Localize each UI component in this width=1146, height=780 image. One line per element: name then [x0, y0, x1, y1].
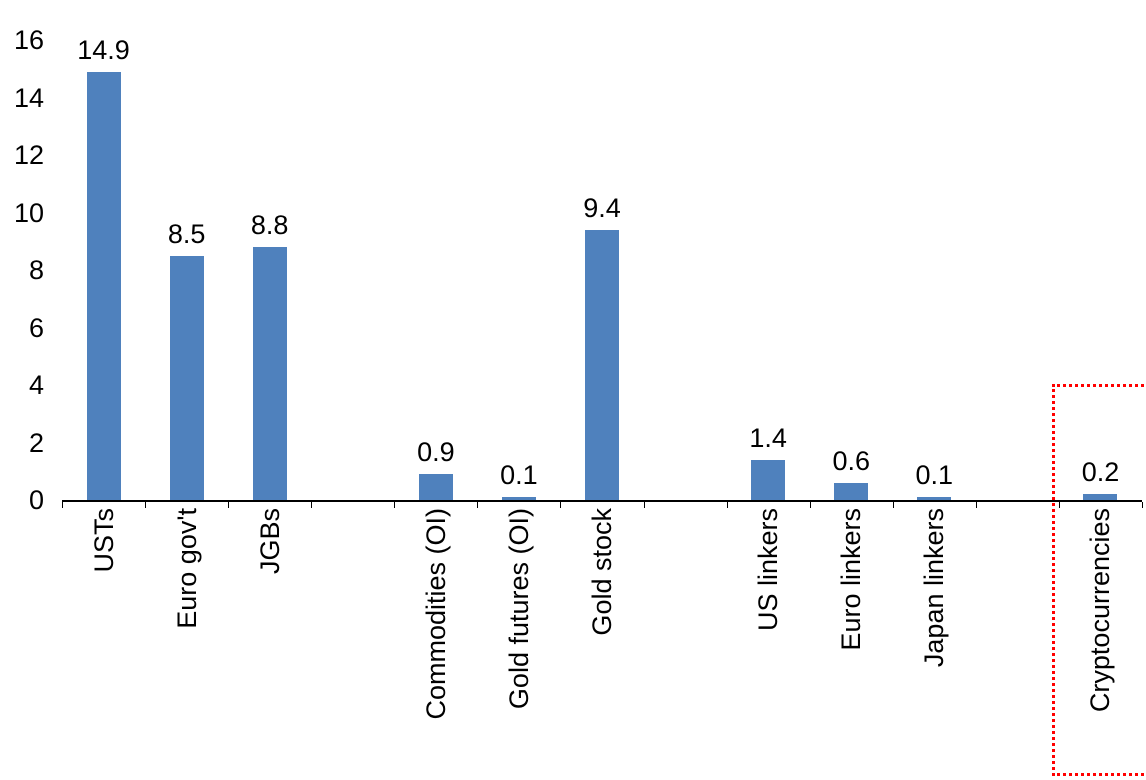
x-axis-tick: [560, 502, 561, 508]
group-gap: [311, 508, 394, 780]
bar-value-label: 14.9: [77, 34, 130, 65]
bar-slot: 8.8: [228, 40, 311, 500]
category-label-slot: Euro linkers: [810, 508, 893, 780]
category-label-slot: Euro gov't: [145, 508, 228, 780]
group-gap: [976, 40, 1059, 500]
y-tick-label: 10: [13, 197, 44, 228]
bar-slot: 0.2: [1059, 40, 1142, 500]
x-axis-tick: [228, 502, 229, 508]
bar: [501, 497, 536, 500]
bar: [917, 497, 952, 500]
bar: [169, 255, 204, 500]
bar-slot: 0.6: [810, 40, 893, 500]
x-axis-tick: [477, 502, 478, 508]
y-tick-label: 0: [28, 485, 44, 515]
bar-slot: 9.4: [560, 40, 643, 500]
bar-slot: 0.9: [394, 40, 477, 500]
y-tick-label: 4: [28, 370, 44, 400]
bar-value-label: 0.6: [832, 445, 871, 476]
category-label-slot: USTs: [62, 508, 145, 780]
group-gap: [976, 508, 1059, 780]
group-gap: [644, 508, 727, 780]
x-axis-tick: [893, 502, 894, 508]
category-label-slot: Japan linkers: [893, 508, 976, 780]
x-axis-tick: [976, 502, 977, 508]
bar-slot: 0.1: [477, 40, 560, 500]
bar: [1083, 494, 1118, 500]
y-tick-label: 6: [28, 312, 44, 343]
bar: [86, 71, 121, 500]
bar: [751, 459, 786, 500]
category-label-slot: US linkers: [727, 508, 810, 780]
category-label: Japan linkers: [919, 508, 950, 668]
x-axis-tick: [311, 502, 312, 508]
bar-value-label: 0.1: [915, 460, 954, 491]
bar-value-label: 0.9: [417, 437, 455, 468]
x-axis-tick: [62, 502, 63, 508]
group-gap: [644, 40, 727, 500]
category-label-slot: Commodities (OI): [394, 508, 477, 780]
bar: [252, 247, 287, 500]
x-axis-tick: [810, 502, 811, 508]
category-label-slot: Cryptocurrencies: [1059, 508, 1142, 780]
x-axis-tick: [727, 502, 728, 508]
category-label: Commodities (OI): [420, 508, 451, 720]
group-gap: [311, 40, 394, 500]
y-tick-label: 14: [13, 82, 44, 113]
y-tick-label: 16: [13, 25, 44, 55]
category-label-slot: JGBs: [228, 508, 311, 780]
bar-slot: 0.1: [893, 40, 976, 500]
y-tick-label: 12: [13, 140, 44, 170]
category-label-slot: Gold stock: [560, 508, 643, 780]
category-label: Cryptocurrencies: [1085, 508, 1116, 713]
bar-slot: 14.9: [62, 36, 145, 500]
bar: [585, 229, 619, 500]
category-label-slot: Gold futures (OI): [477, 508, 560, 780]
x-axis-tick: [1142, 502, 1143, 508]
bar-value-label: 0.1: [500, 460, 538, 491]
y-tick-label: 2: [28, 427, 44, 458]
plot-area: 14.9 8.5 8.8 0.9 0.1 9.4 1.4 0.6 0.1 0.2: [62, 36, 1142, 502]
category-label: US linkers: [753, 508, 784, 632]
bar-value-label: 1.4: [749, 422, 787, 453]
bar-value-label: 8.5: [167, 218, 206, 249]
category-label: Euro linkers: [836, 508, 867, 651]
y-axis: 0 2 4 6 8 10 12 14 16: [0, 0, 48, 780]
x-axis-tick: [644, 502, 645, 508]
category-label: Gold stock: [587, 508, 617, 636]
category-label: Euro gov't: [171, 508, 202, 629]
bar-slot: 1.4: [727, 40, 810, 500]
y-tick-label: 8: [28, 255, 44, 285]
x-axis-tick: [145, 502, 146, 508]
category-label: USTs: [88, 508, 119, 573]
category-labels: USTs Euro gov't JGBs Commodities (OI) Gold f…: [62, 508, 1142, 780]
category-label: JGBs: [254, 508, 285, 575]
bar-value-label: 9.4: [583, 192, 621, 223]
bar-value-label: 0.2: [1081, 457, 1120, 488]
bar: [834, 482, 869, 500]
bar-value-label: 8.8: [250, 210, 289, 240]
bar: [418, 474, 453, 500]
x-axis-tick: [1059, 502, 1060, 508]
category-label: Gold futures (OI): [503, 508, 534, 710]
x-axis-tick: [394, 502, 395, 508]
bar-slot: 8.5: [145, 40, 228, 500]
